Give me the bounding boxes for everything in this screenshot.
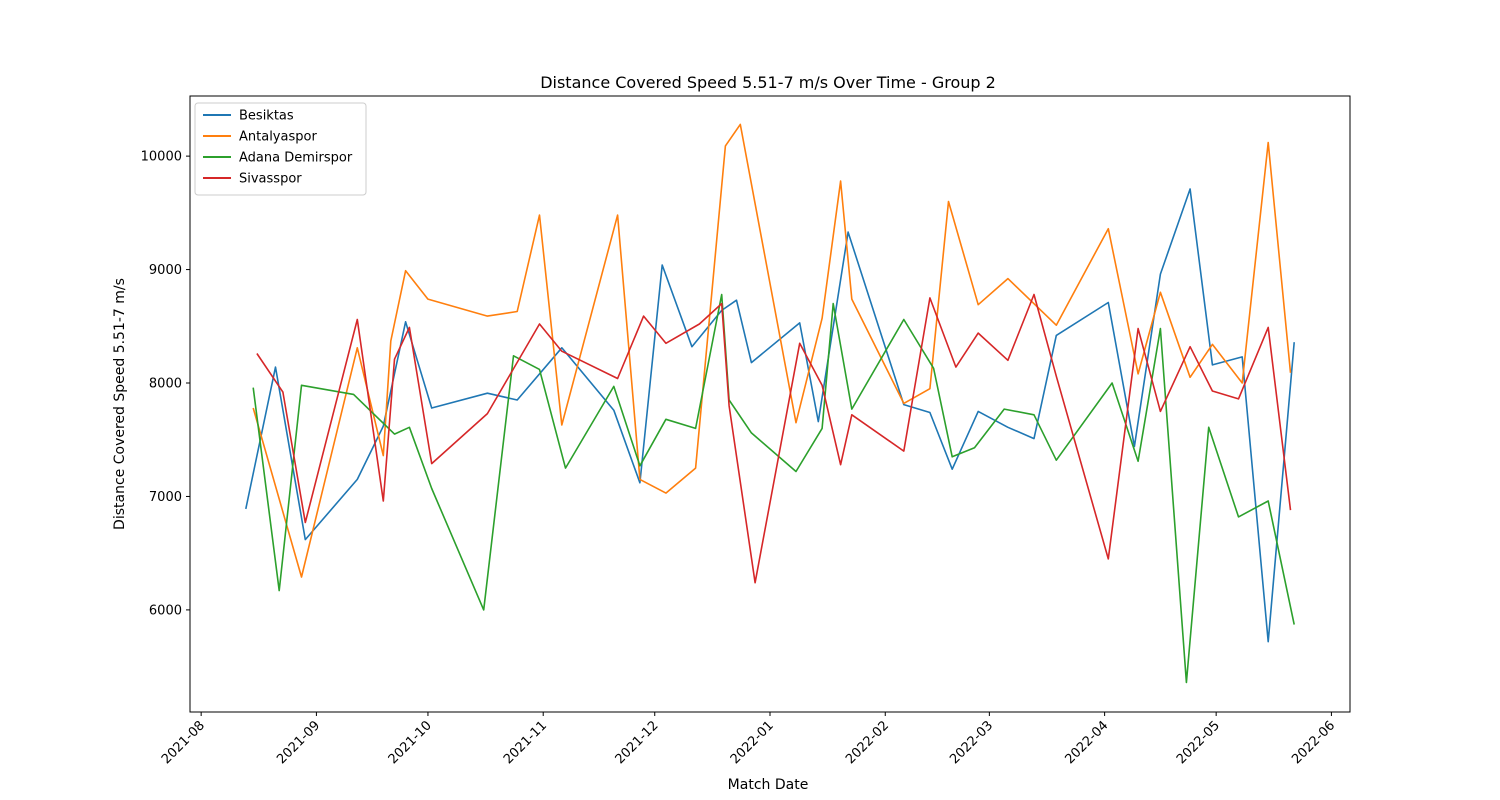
y-tick-label: 8000 xyxy=(149,377,182,392)
series-line-3 xyxy=(256,293,1292,584)
x-tick-label: 2021-10 xyxy=(386,718,435,767)
x-axis-label: Match Date xyxy=(728,777,809,793)
x-tick-label: 2021-08 xyxy=(159,718,208,767)
series-layer xyxy=(245,123,1295,684)
x-tick-label: 2021-12 xyxy=(613,718,662,767)
y-tick-label: 7000 xyxy=(149,490,182,505)
legend-label: Adana Demirspor xyxy=(239,151,353,166)
x-tick-label: 2022-05 xyxy=(1174,718,1223,767)
y-axis-label: Distance Covered Speed 5.51-7 m/s xyxy=(112,278,128,530)
x-tick-label: 2022-01 xyxy=(728,718,777,767)
y-tick-label: 6000 xyxy=(149,603,182,618)
x-tick-label: 2021-09 xyxy=(274,718,323,767)
legend-label: Besiktas xyxy=(239,109,294,124)
y-tick-label: 10000 xyxy=(141,150,182,165)
x-tick-label: 2022-06 xyxy=(1289,718,1338,767)
x-tick-label: 2022-04 xyxy=(1062,718,1111,767)
x-tick-label: 2022-02 xyxy=(843,718,892,767)
y-tick-label: 9000 xyxy=(149,263,182,278)
chart-title: Distance Covered Speed 5.51-7 m/s Over T… xyxy=(540,73,996,92)
series-line-2 xyxy=(252,293,1295,684)
legend-label: Antalyaspor xyxy=(239,130,317,145)
legend: Besiktas Antalyaspor Adana Demirspor Sivass… xyxy=(194,102,367,196)
x-tick-label: 2022-03 xyxy=(947,718,996,767)
legend-label: Sivasspor xyxy=(239,172,302,187)
series-line-1 xyxy=(252,123,1292,578)
y-axis: 6000 7000 8000 9000 10000 xyxy=(141,150,190,618)
legend-box xyxy=(194,102,367,196)
x-tick-label: 2021-11 xyxy=(501,718,550,767)
series-line-0 xyxy=(245,188,1295,643)
x-axis: 2021-08 2021-09 2021-10 2021-11 2021-12 2022-… xyxy=(159,712,1338,767)
